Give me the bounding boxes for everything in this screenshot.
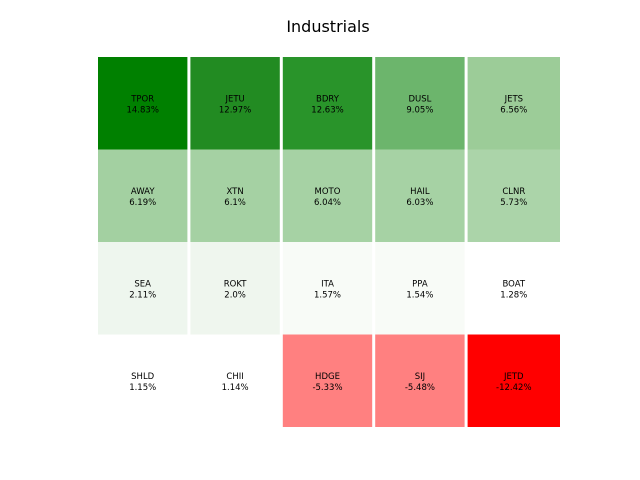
cell-rect: [375, 149, 465, 242]
cell-value-label: 2.11%: [129, 290, 156, 300]
cell-ticker-label: HDGE: [315, 372, 340, 382]
cell-value-label: 6.04%: [314, 198, 341, 208]
cell-value-label: 14.83%: [126, 105, 158, 115]
cell-value-label: 9.05%: [406, 105, 433, 115]
cell-ticker-label: DUSL: [408, 94, 431, 104]
heatmap-cell-jetd: JETD-12.42%: [467, 334, 560, 427]
cell-rect: [282, 149, 373, 242]
cell-ticker-label: PPA: [412, 279, 428, 289]
cell-ticker-label: CHII: [226, 372, 243, 382]
cell-ticker-label: JETS: [504, 94, 523, 104]
cell-rect: [190, 334, 280, 427]
chart-title: Industrials: [286, 17, 370, 36]
cell-rect: [375, 334, 465, 427]
cell-ticker-label: AWAY: [131, 187, 155, 197]
cell-value-label: 5.73%: [500, 198, 527, 208]
cell-rect: [282, 57, 373, 150]
cell-value-label: 1.54%: [406, 290, 433, 300]
cell-ticker-label: SIJ: [415, 372, 425, 382]
cell-ticker-label: SHLD: [131, 372, 155, 382]
cell-ticker-label: ITA: [321, 279, 334, 289]
cell-value-label: 2.0%: [224, 290, 246, 300]
cell-rect: [190, 149, 280, 242]
cell-rect: [467, 334, 560, 427]
cell-rect: [98, 334, 188, 427]
cell-value-label: 6.19%: [129, 198, 156, 208]
cell-rect: [467, 242, 560, 335]
cell-rect: [282, 334, 373, 427]
cell-rect: [375, 57, 465, 150]
cell-rect: [190, 242, 280, 335]
cell-ticker-label: BDRY: [316, 94, 340, 104]
cell-value-label: 1.28%: [500, 290, 527, 300]
cell-ticker-label: TPOR: [130, 94, 154, 104]
cell-rect: [467, 149, 560, 242]
cell-value-label: -5.48%: [405, 383, 435, 393]
cell-value-label: 1.57%: [314, 290, 341, 300]
cell-rect: [282, 242, 373, 335]
cell-value-label: 6.56%: [500, 105, 527, 115]
cell-value-label: 6.03%: [406, 198, 433, 208]
cell-ticker-label: MOTO: [315, 187, 341, 197]
heatmap-cell-hdge: HDGE-5.33%: [282, 334, 373, 427]
cell-value-label: -12.42%: [496, 383, 531, 393]
cell-value-label: 12.97%: [219, 105, 251, 115]
cell-ticker-label: XTN: [226, 187, 243, 197]
cell-rect: [375, 242, 465, 335]
cell-rect: [190, 57, 280, 150]
cell-ticker-label: ROKT: [224, 279, 248, 289]
cell-value-label: 6.1%: [224, 198, 246, 208]
cell-value-label: -5.33%: [312, 383, 342, 393]
cell-rect: [98, 242, 188, 335]
heatmap-cell-sij: SIJ-5.48%: [375, 334, 465, 427]
cell-rect: [467, 57, 560, 150]
cell-ticker-label: CLNR: [502, 187, 525, 197]
cell-value-label: 12.63%: [311, 105, 343, 115]
cell-value-label: 1.15%: [129, 383, 156, 393]
cell-rect: [98, 57, 188, 150]
cell-value-label: 1.14%: [222, 383, 249, 393]
cell-ticker-label: JETD: [503, 372, 524, 382]
cell-rect: [98, 149, 188, 242]
cell-ticker-label: JETU: [224, 94, 244, 104]
cell-ticker-label: SEA: [134, 279, 151, 289]
cell-ticker-label: HAIL: [410, 187, 430, 197]
cell-ticker-label: BOAT: [503, 279, 526, 289]
